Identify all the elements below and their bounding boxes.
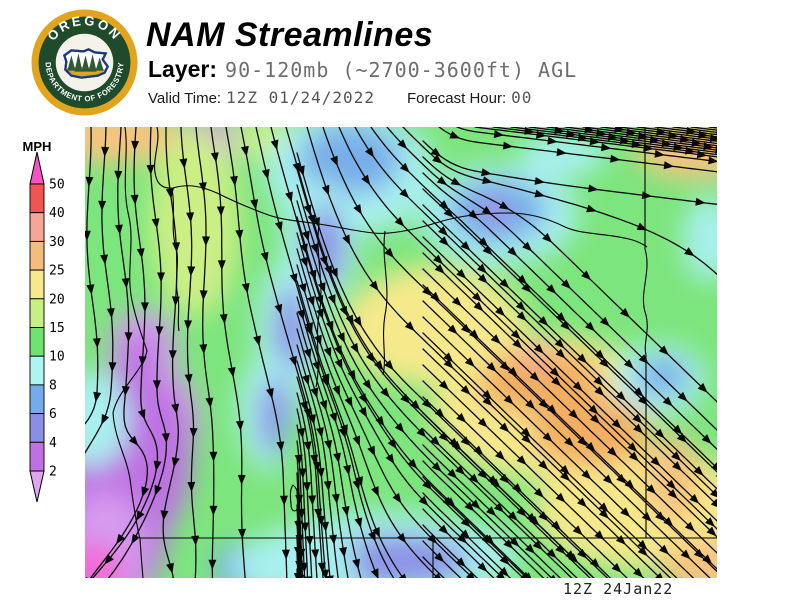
streamline <box>582 127 717 145</box>
streamline <box>690 127 717 131</box>
wind-speed-legend: MPH 50 40 30 25 20 15 10 8 6 4 2 <box>23 139 65 503</box>
legend-tick-label: 50 <box>49 178 65 193</box>
legend-tick-label: 20 <box>49 292 65 307</box>
legend-segment <box>29 327 45 357</box>
map-timestamp: 12Z 24Jan22 <box>563 580 674 598</box>
legend-segment <box>29 413 45 443</box>
legend-segment <box>29 355 45 386</box>
streamline <box>89 127 148 578</box>
legend-tick-label: 25 <box>49 264 65 279</box>
legend-segment <box>29 212 45 242</box>
odf-logo-icon: OREGON DEPARTMENT OF FORESTRY <box>31 9 138 116</box>
streamline <box>296 280 405 578</box>
legend-tick-label: 6 <box>49 407 57 422</box>
streamline <box>370 127 717 469</box>
streamline <box>296 152 609 578</box>
legend-tick-label: 40 <box>49 206 65 221</box>
streamline <box>255 127 395 578</box>
streamline <box>422 444 562 578</box>
streamline <box>672 127 717 134</box>
streamline <box>296 232 504 578</box>
streamline <box>474 127 717 158</box>
streamline <box>422 236 717 522</box>
legend-segment <box>29 298 45 328</box>
streamline <box>296 424 309 578</box>
legend-arrow-down-icon <box>29 470 45 503</box>
legend-arrow-up-icon <box>29 151 45 185</box>
valid-time-value: 12Z 01/24/2022 <box>226 88 375 107</box>
legend-tick-label: 30 <box>49 235 65 250</box>
streamline <box>296 328 349 578</box>
streamline <box>107 127 168 578</box>
legend-tick-label: 15 <box>49 321 65 336</box>
streamline <box>210 127 246 578</box>
legend-tick-label: 2 <box>49 465 57 480</box>
forecast-hour-label: Forecast Hour: <box>406 90 507 107</box>
layer-row: Layer: 90-120mb (~2700-3600ft) AGL <box>148 56 577 83</box>
legend-unit: MPH <box>23 139 52 154</box>
time-row: Valid Time: 12Z 01/24/2022 Forecast Hour: 0… <box>148 88 532 108</box>
wind-speed-color-field <box>85 127 717 578</box>
streamline <box>296 184 573 578</box>
streamline <box>422 140 717 205</box>
streamline <box>422 188 717 473</box>
streamline <box>296 472 302 578</box>
streamline <box>438 127 717 173</box>
legend-segment <box>29 441 45 472</box>
logo-trees-icon <box>67 53 104 72</box>
legend-segment <box>29 269 45 300</box>
layer-value: 90-120mb (~2700-3600ft) AGL <box>225 58 578 82</box>
streamline <box>422 220 717 506</box>
streamline <box>422 156 717 403</box>
streamline <box>180 127 197 578</box>
streamline <box>422 428 578 578</box>
streamline <box>422 540 462 578</box>
streamline <box>708 127 717 129</box>
streamline <box>422 508 495 578</box>
streamline <box>402 127 717 276</box>
legend-tick-label: 4 <box>49 436 57 451</box>
legend-segment <box>29 240 45 271</box>
streamline <box>296 408 313 578</box>
legend-tick-label: 8 <box>49 378 57 393</box>
streamline <box>422 380 628 578</box>
logo-state-emblem <box>62 48 110 79</box>
streamline <box>422 204 717 490</box>
columbia-river <box>154 127 648 248</box>
streamline <box>225 127 288 578</box>
legend-segment <box>29 384 45 415</box>
page-title: NAM Streamlines <box>146 16 434 54</box>
streamline-map <box>85 127 717 578</box>
streamline <box>91 127 159 578</box>
streamline <box>422 460 545 578</box>
streamline <box>296 568 299 578</box>
streamline <box>422 364 645 578</box>
legend-tick-label: 10 <box>49 350 65 365</box>
legend-segment <box>29 183 45 214</box>
johnday-river <box>382 230 388 376</box>
streamline <box>422 476 528 578</box>
snake-river <box>642 248 648 356</box>
layer-label: Layer: <box>148 56 218 82</box>
valid-time-label: Valid Time: <box>148 90 222 107</box>
streamline-arrows <box>85 127 717 578</box>
streamline <box>296 296 379 578</box>
streamline <box>296 200 553 578</box>
streamline <box>422 556 445 578</box>
forecast-hour-value: 00 <box>511 88 533 107</box>
